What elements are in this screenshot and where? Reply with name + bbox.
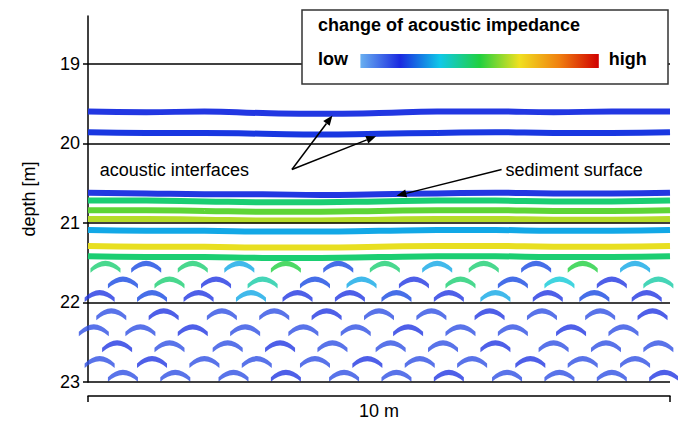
svg-text:22: 22 (60, 292, 80, 312)
svg-text:23: 23 (60, 372, 80, 392)
svg-text:21: 21 (60, 213, 80, 233)
svg-text:change of acoustic impedance: change of acoustic impedance (318, 15, 580, 35)
svg-text:10 m: 10 m (359, 401, 399, 421)
svg-text:sediment surface: sediment surface (506, 160, 643, 180)
svg-text:low: low (318, 49, 349, 69)
svg-text:depth [m]: depth [m] (19, 161, 39, 236)
svg-text:acoustic interfaces: acoustic interfaces (100, 160, 249, 180)
svg-text:19: 19 (60, 54, 80, 74)
svg-text:high: high (609, 49, 647, 69)
svg-text:20: 20 (60, 133, 80, 153)
